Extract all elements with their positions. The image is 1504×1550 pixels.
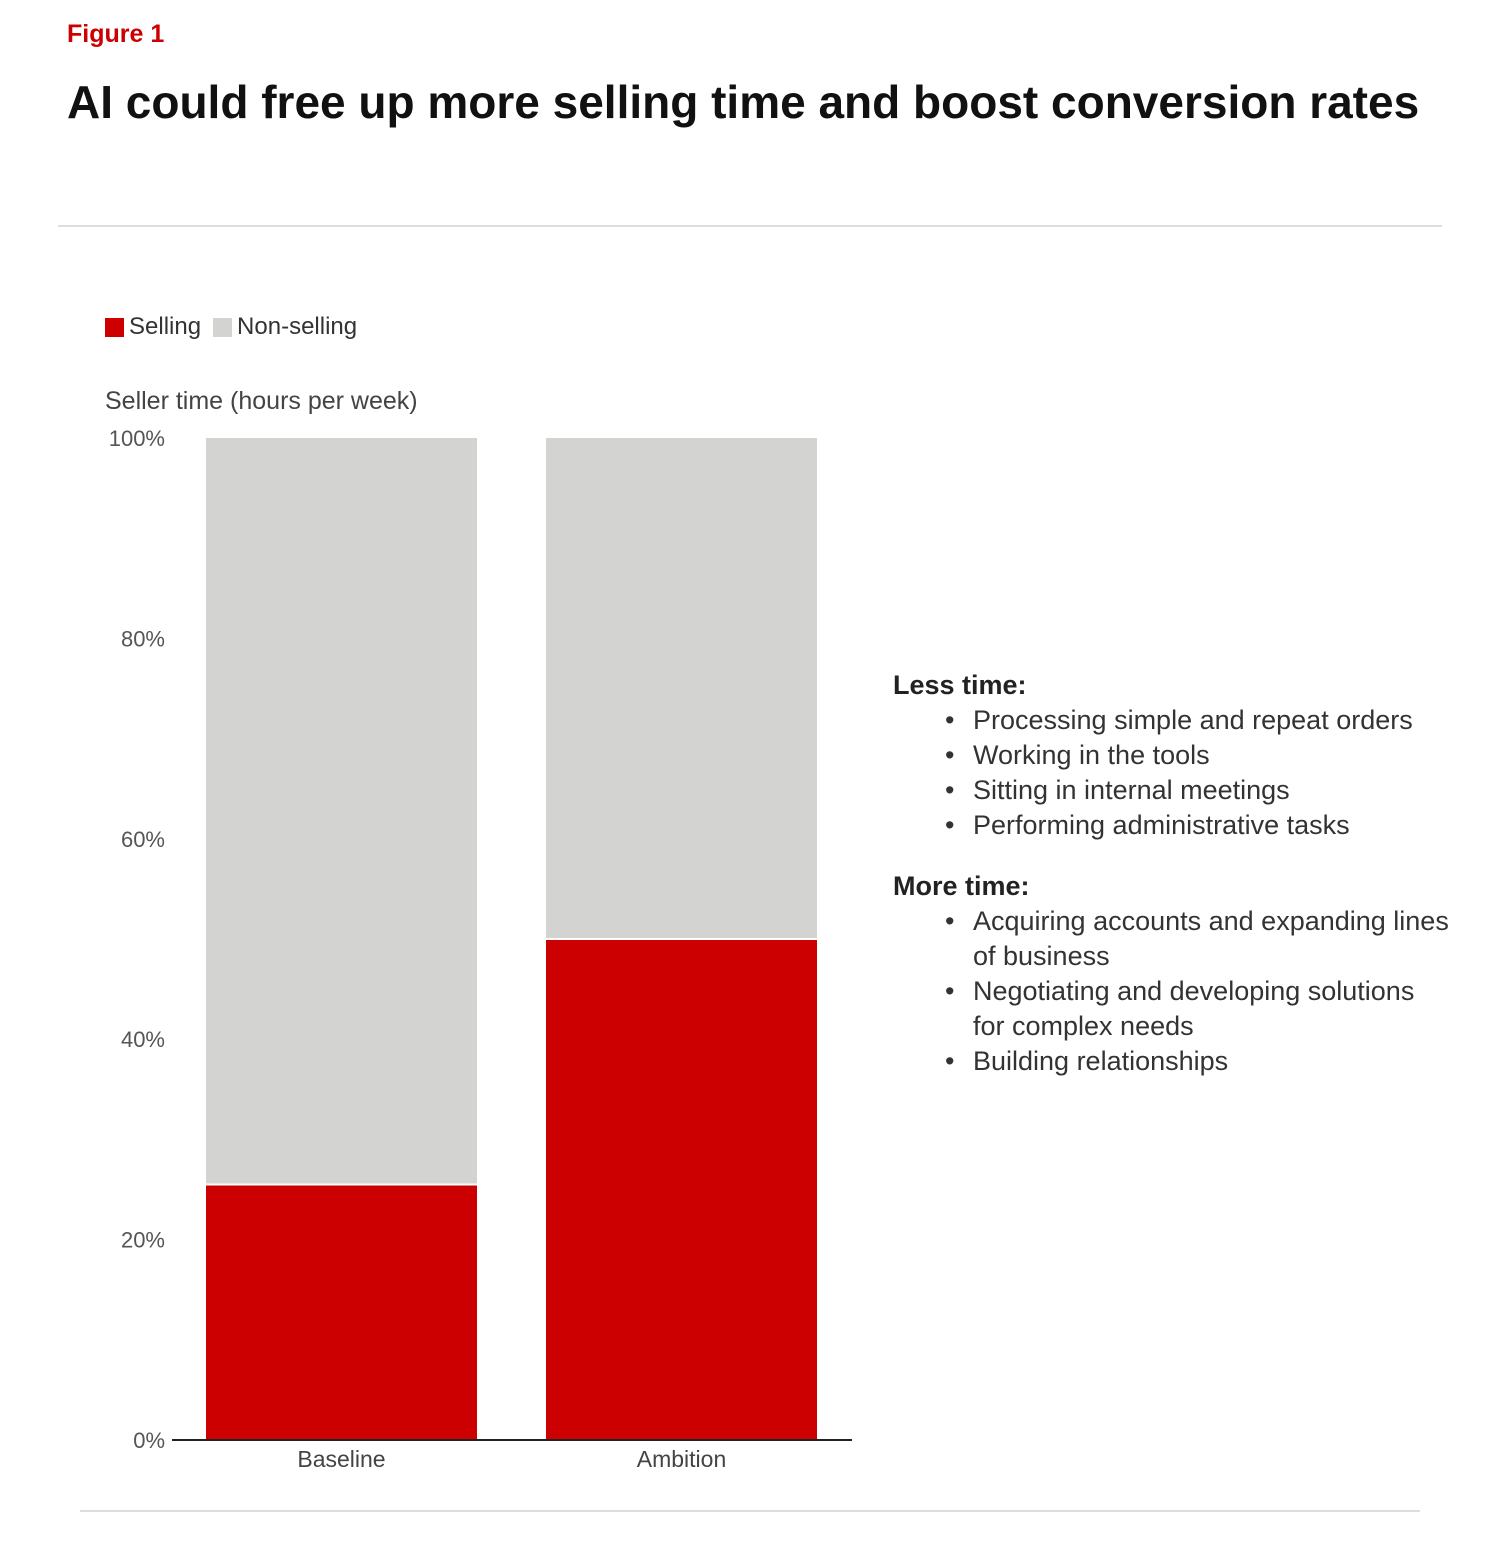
bottom-divider — [80, 1510, 1420, 1512]
x-tick-label: Baseline — [297, 1446, 385, 1472]
y-tick-label: 40% — [121, 1027, 165, 1052]
legend-label-selling: Selling — [129, 313, 202, 340]
stacked-bar-chart: Seller time (hours per week) 0% 20% 40% 60% 8… — [105, 387, 852, 1472]
annotation-less-time: Less time: Processing simple and repeat … — [893, 668, 1453, 843]
y-tick-label: 20% — [121, 1228, 165, 1253]
list-item: Performing administrative tasks — [945, 808, 1453, 843]
y-tick-label: 100% — [109, 426, 165, 451]
list-item: Building relationships — [945, 1044, 1453, 1079]
legend-item-selling: Selling — [105, 313, 201, 341]
legend-item-non-selling: Non-selling — [213, 313, 357, 341]
list-item: Negotiating and developing solutions for… — [945, 974, 1453, 1044]
annotations: Less time: Processing simple and repeat … — [893, 668, 1453, 1105]
legend: Selling Non-selling — [105, 313, 369, 341]
list-item: Acquiring accounts and expanding lines o… — [945, 904, 1453, 974]
annotation-heading: More time: — [893, 871, 1030, 901]
bar-ambition-selling — [546, 939, 817, 1440]
list-item: Working in the tools — [945, 738, 1453, 773]
y-axis-title: Seller time (hours per week) — [105, 387, 418, 415]
annotation-more-time: More time: Acquiring accounts and expand… — [893, 869, 1453, 1079]
figure-label: Figure 1 — [67, 20, 165, 48]
y-tick-label: 60% — [121, 827, 165, 852]
y-tick-label: 80% — [121, 626, 165, 651]
annotation-list: Processing simple and repeat orders Work… — [893, 703, 1453, 843]
annotation-list: Acquiring accounts and expanding lines o… — [893, 904, 1453, 1079]
legend-label-non-selling: Non-selling — [237, 313, 358, 340]
bar-ambition-non-selling — [546, 438, 817, 939]
bar-baseline-non-selling — [206, 438, 477, 1185]
x-tick-label: Ambition — [637, 1446, 726, 1472]
list-item: Processing simple and repeat orders — [945, 703, 1453, 738]
annotation-heading: Less time: — [893, 670, 1027, 700]
legend-swatch-selling — [105, 317, 124, 337]
legend-swatch-non-selling — [213, 317, 233, 337]
top-divider — [58, 225, 1442, 227]
bar-baseline-selling — [206, 1184, 477, 1440]
list-item: Sitting in internal meetings — [945, 773, 1453, 808]
y-tick-label: 0% — [133, 1428, 165, 1453]
chart-title: AI could free up more selling time and b… — [67, 76, 1420, 128]
